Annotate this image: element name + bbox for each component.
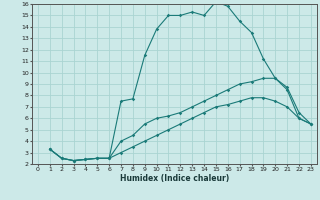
X-axis label: Humidex (Indice chaleur): Humidex (Indice chaleur) (120, 174, 229, 183)
